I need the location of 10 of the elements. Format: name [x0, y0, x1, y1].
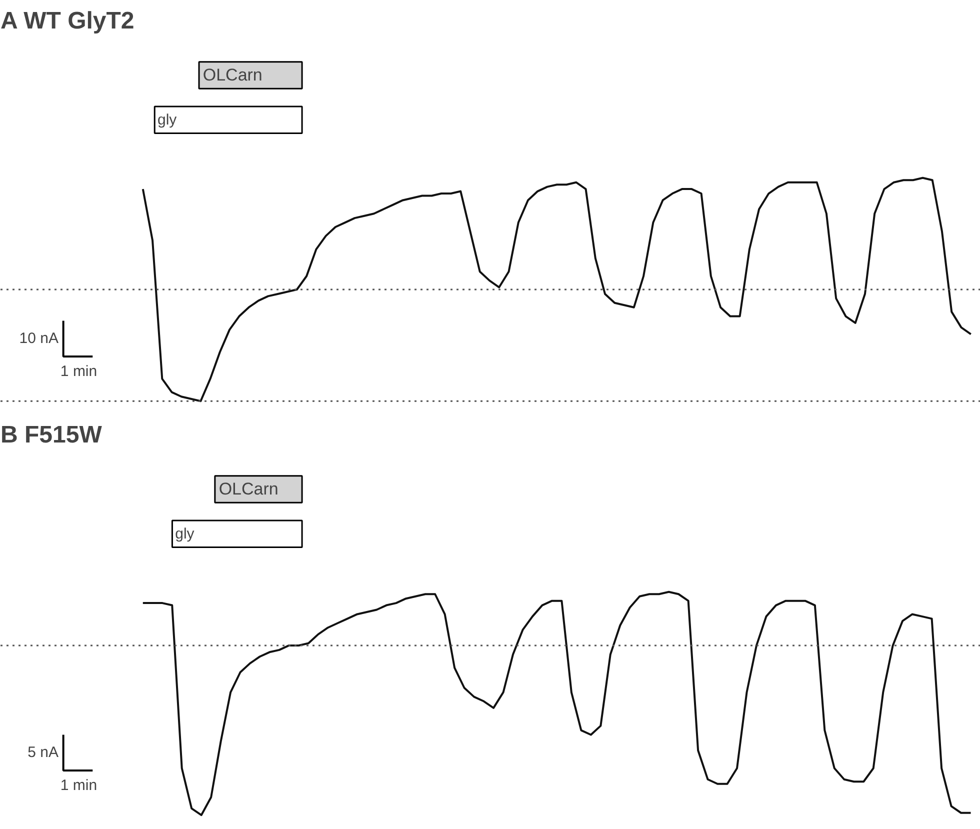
text: OLCarn: [218, 480, 278, 499]
text: 5 nA: [28, 744, 58, 762]
text: OLCarn: [202, 66, 262, 85]
chart-title: A WT GlyT2: [0, 8, 134, 34]
chart-title: B F515W: [0, 422, 102, 448]
text: 10 nA: [19, 330, 59, 348]
text: 1 min: [60, 777, 98, 794]
text: gly: [175, 525, 195, 542]
text: gly: [158, 111, 178, 128]
text: 1 min: [60, 363, 98, 380]
